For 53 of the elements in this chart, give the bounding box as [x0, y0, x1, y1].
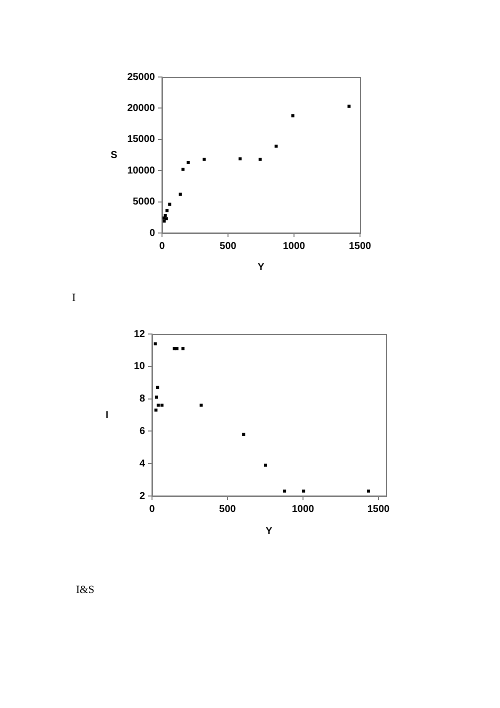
- x-tick-label: 1500: [367, 504, 390, 515]
- point: [242, 432, 246, 436]
- point: [186, 160, 190, 164]
- point: [175, 347, 178, 350]
- x-tick-label: 1500: [348, 240, 372, 252]
- text: I: [72, 292, 76, 305]
- y-tick-label: 10000: [127, 165, 156, 176]
- y-axis-title: I: [106, 410, 109, 421]
- point: [274, 144, 278, 148]
- y-tick-label: 25000: [127, 72, 156, 83]
- point: [164, 217, 168, 220]
- point: [366, 490, 370, 493]
- x-tick-label: 500: [220, 240, 237, 252]
- x-tick-label: 0: [159, 240, 166, 252]
- point: [283, 490, 286, 493]
- point: [181, 168, 185, 171]
- point: [154, 342, 157, 346]
- x-axis-title: Y: [258, 262, 265, 273]
- y-tick-label: 0: [149, 228, 156, 239]
- x-axis-title: Y: [266, 526, 273, 537]
- point: [264, 464, 268, 467]
- point: [156, 404, 160, 407]
- point: [302, 490, 306, 493]
- point: [178, 192, 182, 196]
- text: I&S: [76, 584, 94, 597]
- point: [154, 408, 158, 412]
- point: [156, 386, 160, 389]
- point: [181, 347, 184, 350]
- y-tick-label: 15000: [127, 134, 156, 146]
- y-tick-label: 6: [139, 426, 146, 437]
- y-axis-title: S: [110, 150, 118, 161]
- point: [155, 396, 158, 399]
- y-tick-label: 10: [134, 361, 146, 372]
- y-tick-label: 12: [134, 328, 146, 340]
- point: [202, 158, 206, 161]
- y-tick-label: 2: [139, 490, 146, 502]
- point: [162, 220, 166, 223]
- y-tick-label: 20000: [127, 102, 156, 114]
- point: [348, 104, 351, 108]
- x-tick-label: 500: [219, 504, 236, 515]
- point: [160, 404, 164, 407]
- y-tick-label: 8: [139, 394, 146, 405]
- point: [291, 114, 294, 118]
- point: [258, 158, 262, 161]
- point: [164, 214, 167, 218]
- point: [238, 157, 242, 160]
- point: [165, 209, 169, 212]
- x-tick-label: 1000: [282, 240, 306, 252]
- y-tick-label: 5000: [132, 196, 156, 208]
- y-tick-label: 4: [139, 458, 146, 470]
- x-tick-label: 1000: [292, 504, 315, 515]
- point: [200, 404, 203, 407]
- point: [168, 202, 172, 206]
